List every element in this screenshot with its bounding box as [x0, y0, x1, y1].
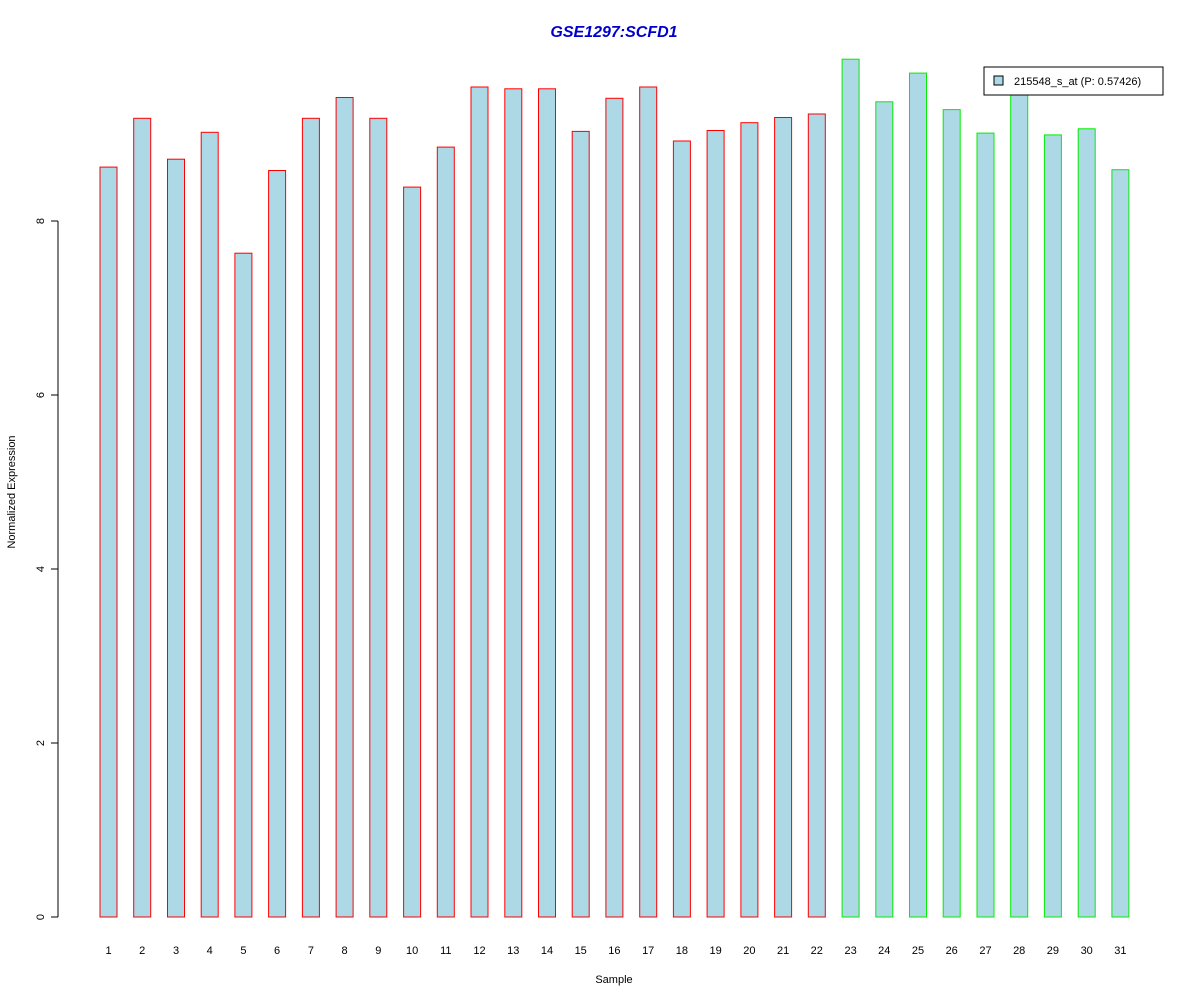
bar-sample-10	[403, 186, 422, 918]
y-axis: 0 2 4 6 8	[35, 218, 59, 920]
x-tick-label: 16	[608, 945, 620, 957]
x-tick-label: 11	[440, 945, 451, 957]
bar-sample-3	[167, 158, 185, 918]
bar-sample-18	[672, 140, 691, 918]
y-tick-label: 6	[35, 392, 47, 398]
x-tick-label: 22	[811, 945, 823, 957]
x-tick-label: 28	[1013, 945, 1025, 957]
chart-title: GSE1297:SCFD1	[550, 24, 677, 41]
bar-sample-23	[841, 58, 860, 918]
x-tick-label: 10	[406, 945, 418, 957]
bar-sample-24	[875, 101, 894, 918]
bar-sample-16	[605, 97, 624, 918]
bar-sample-7	[301, 117, 320, 918]
y-tick-label: 0	[35, 914, 47, 920]
x-tick-label: 20	[743, 945, 755, 957]
x-tick-label: 30	[1081, 945, 1093, 957]
bar-sample-15	[571, 130, 590, 918]
y-tick-label: 2	[35, 740, 47, 746]
x-tick-label: 24	[878, 945, 890, 957]
bar-sample-13	[504, 88, 523, 918]
x-tick-label: 4	[207, 945, 213, 957]
x-tick-label: 14	[541, 945, 553, 957]
bar-sample-31	[1111, 169, 1130, 918]
x-tick-label: 31	[1114, 945, 1126, 957]
legend-label: 215548_s_at (P: 0.57426)	[1014, 76, 1141, 88]
legend: 215548_s_at (P: 0.57426)	[983, 66, 1164, 96]
y-tick-label: 4	[35, 566, 47, 572]
bar-sample-12	[470, 86, 489, 918]
x-tick-label: 7	[308, 945, 314, 957]
bar-sample-14	[538, 88, 556, 918]
bar-sample-19	[706, 130, 725, 918]
legend-box	[983, 66, 1164, 96]
x-tick-label: 6	[274, 945, 280, 957]
x-tick-label: 9	[375, 945, 381, 957]
x-tick-label: 13	[507, 945, 519, 957]
x-tick-label: 15	[575, 945, 587, 957]
x-tick-label: 12	[473, 945, 485, 957]
x-tick-label: 2	[139, 945, 145, 957]
bar-sample-21	[774, 117, 793, 918]
bar-sample-5	[234, 252, 253, 918]
bar-sample-25	[909, 72, 927, 918]
x-tick-label: 17	[642, 945, 654, 957]
x-tick-label: 23	[844, 945, 856, 957]
bar-sample-9	[369, 117, 388, 918]
bar-sample-20	[740, 122, 759, 918]
bar-sample-4	[200, 131, 219, 918]
x-tick-label: 26	[946, 945, 958, 957]
bars	[99, 58, 1130, 918]
x-axis-label: Sample	[595, 974, 632, 986]
x-tick-label: 8	[342, 945, 348, 957]
legend-swatch	[993, 75, 1004, 86]
bar-sample-29	[1043, 134, 1062, 918]
x-tick-label: 1	[105, 945, 111, 957]
bar-sample-26	[942, 109, 961, 918]
x-tick-label: 5	[240, 945, 246, 957]
bar-sample-8	[335, 97, 354, 918]
x-tick-label: 18	[676, 945, 688, 957]
x-tick-label: 27	[979, 945, 991, 957]
x-tick-label: 21	[777, 945, 789, 957]
x-tick-label: 3	[173, 945, 179, 957]
x-tick-label: 25	[912, 945, 924, 957]
x-tick-label: 19	[709, 945, 721, 957]
bar-sample-30	[1077, 128, 1096, 918]
x-tick-labels: 1 2 3 4 5 6 7 8 9 10 11 12 13 14 15 16 17 18 19 20 21 22 23 24 2…	[105, 945, 1126, 957]
bar-sample-17	[639, 86, 658, 918]
y-axis-label: Normalized Expression	[6, 435, 18, 548]
bar-sample-22	[807, 113, 826, 918]
bar-sample-11	[436, 146, 455, 918]
bar-sample-6	[268, 170, 287, 918]
bar-sample-27	[976, 132, 995, 918]
bar-sample-2	[133, 117, 152, 918]
bar-sample-1	[99, 166, 118, 918]
bar-sample-28	[1010, 90, 1029, 918]
y-tick-label: 8	[35, 218, 47, 224]
x-tick-label: 29	[1047, 945, 1059, 957]
